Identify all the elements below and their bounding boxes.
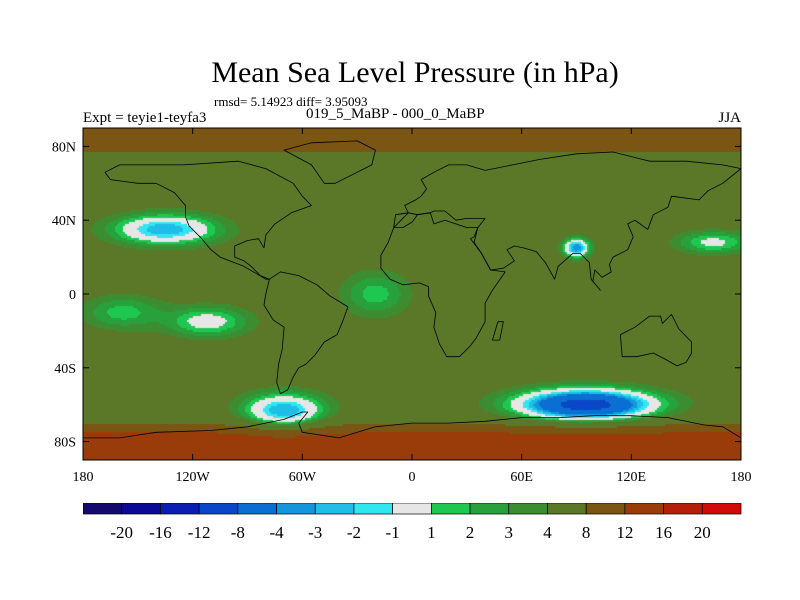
colorbar-box xyxy=(83,503,123,515)
colorbar-label: -16 xyxy=(149,523,172,542)
colorbar-label: -8 xyxy=(231,523,245,542)
coastline-segment xyxy=(620,313,692,367)
colorbar-box xyxy=(701,503,742,515)
y-tick-label: 0 xyxy=(69,288,76,303)
coastline-segment xyxy=(380,212,506,358)
colorbar-box xyxy=(353,503,393,515)
x-tick-label: 120W xyxy=(176,470,211,485)
colorbar-label: -1 xyxy=(386,523,400,542)
colorbar-label: 8 xyxy=(582,523,591,542)
colorbar-label: 4 xyxy=(543,523,552,542)
colorbar-box xyxy=(585,503,626,515)
coastline-segment xyxy=(263,271,349,394)
x-tick-label: 180 xyxy=(731,470,752,485)
coastline-segment xyxy=(104,160,312,280)
colorbar-box xyxy=(160,503,200,515)
colorbar-box xyxy=(508,503,548,515)
colorbar-box xyxy=(198,503,239,515)
colorbar-label: 1 xyxy=(427,523,436,542)
x-tick-label: 120E xyxy=(617,470,647,485)
colorbar-label: -2 xyxy=(347,523,361,542)
colorbar-label: 3 xyxy=(505,523,514,542)
coastline-segment xyxy=(393,151,741,291)
colorbar-box xyxy=(547,503,587,515)
chart-subtitle: rmsd= 5.14923 diff= 3.95093 xyxy=(214,94,368,109)
colorbar-box xyxy=(663,503,703,515)
colorbar-label: 2 xyxy=(466,523,475,542)
colorbar-box xyxy=(237,503,277,515)
map-plot xyxy=(83,128,741,460)
colorbar-label: -3 xyxy=(308,523,322,542)
experiment-label: Expt = teyie1-teyfa3 xyxy=(83,110,207,126)
colorbar-label: -4 xyxy=(269,523,284,542)
season-label: JJA xyxy=(718,110,741,126)
plot-frame xyxy=(82,127,742,461)
colorbar-box xyxy=(276,503,316,515)
coastline-segment xyxy=(492,321,504,341)
colorbar: -20 -16 -12 -8 -4 -3 -2 -1 1 2 3 4 8 12 16 20 xyxy=(83,503,742,542)
y-tick-label: 80S xyxy=(54,436,76,451)
coastline-segment xyxy=(283,140,376,184)
chart-title: Mean Sea Level Pressure (in hPa) xyxy=(211,56,619,89)
colorbar-label: 12 xyxy=(616,523,633,542)
x-tick-label: 60E xyxy=(510,470,533,485)
colorbar-box xyxy=(431,503,471,515)
colorbar-label: 16 xyxy=(655,523,672,542)
colorbar-label: -12 xyxy=(188,523,211,542)
colorbar-label: -20 xyxy=(110,523,133,542)
colorbar-box xyxy=(392,503,432,515)
x-tick-label: 180 xyxy=(73,470,94,485)
colorbar-box xyxy=(469,503,510,515)
colorbar-box xyxy=(121,503,161,515)
colorbar-box xyxy=(314,503,355,515)
pressure-field xyxy=(83,128,741,460)
y-tick-label: 80N xyxy=(52,140,76,155)
colorbar-label: 20 xyxy=(694,523,711,542)
y-tick-label: 40N xyxy=(52,214,76,229)
period-label: 019_5_MaBP - 000_0_MaBP xyxy=(306,106,485,122)
y-tick-label: 40S xyxy=(54,362,76,377)
coastline-segment xyxy=(83,411,741,439)
x-tick-label: 60W xyxy=(289,470,317,485)
colorbar-box xyxy=(624,503,664,515)
coastlines xyxy=(83,140,741,439)
x-tick-label: 0 xyxy=(409,470,416,485)
